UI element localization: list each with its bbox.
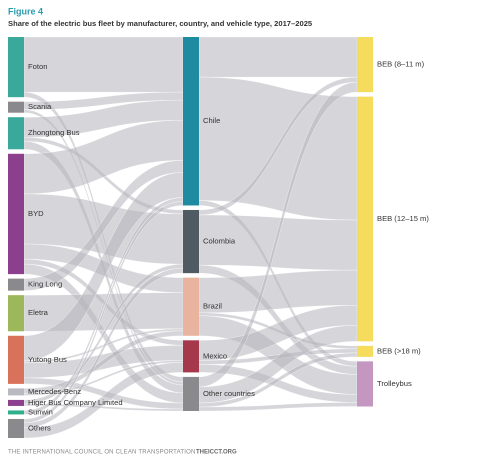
node-label: Colombia bbox=[203, 237, 236, 246]
links bbox=[23, 36, 358, 439]
node bbox=[8, 101, 24, 113]
node-label: Other countries bbox=[203, 389, 255, 398]
node bbox=[357, 96, 373, 342]
flow bbox=[198, 36, 358, 78]
chart-title: Figure 4 bbox=[8, 6, 43, 16]
node bbox=[357, 37, 373, 93]
node bbox=[8, 117, 24, 150]
node-label: BYD bbox=[28, 209, 44, 218]
flow bbox=[23, 267, 184, 429]
node-label: Trolleybus bbox=[377, 379, 412, 388]
chart-subtitle: Share of the electric bus fleet by manuf… bbox=[8, 19, 313, 28]
node-label: Brazil bbox=[203, 302, 222, 311]
node bbox=[8, 278, 24, 291]
node-label: Higer Bus Company Limited bbox=[28, 398, 123, 407]
node bbox=[8, 399, 24, 406]
node-label: King Long bbox=[28, 280, 62, 289]
node bbox=[8, 410, 24, 415]
node-label: Chile bbox=[203, 116, 220, 125]
node-label: Yutong Bus bbox=[28, 355, 67, 364]
node-label: Others bbox=[28, 423, 51, 432]
node-label: Scania bbox=[28, 102, 52, 111]
node bbox=[183, 376, 199, 411]
node-label: Foton bbox=[28, 62, 47, 71]
node bbox=[183, 340, 199, 373]
node bbox=[8, 37, 24, 98]
node bbox=[183, 209, 199, 274]
node bbox=[183, 37, 199, 206]
nodes: Foton Scania Zhongtong Bus BYD King Long Elet… bbox=[8, 37, 429, 438]
node-label: BEB (8–11 m) bbox=[377, 60, 425, 69]
node bbox=[8, 295, 24, 332]
node bbox=[8, 335, 24, 384]
node-label: Mexico bbox=[203, 351, 227, 360]
node-label: Sunwin bbox=[28, 407, 53, 416]
node-label: Eletra bbox=[28, 308, 49, 317]
flow bbox=[23, 36, 184, 93]
node-label: Mercedes-Benz bbox=[28, 387, 81, 396]
node bbox=[8, 418, 24, 438]
node-label: Zhongtong Bus bbox=[28, 128, 80, 137]
node bbox=[357, 345, 373, 357]
source: THE INTERNATIONAL COUNCIL ON CLEAN TRANS… bbox=[8, 450, 196, 456]
node-label: BEB (>18 m) bbox=[377, 346, 421, 355]
node bbox=[8, 153, 24, 275]
node-label: BEB (12–15 m) bbox=[377, 214, 429, 223]
source-url: THEICCT.ORG bbox=[196, 450, 237, 456]
node bbox=[183, 277, 199, 336]
node bbox=[357, 361, 373, 407]
node bbox=[8, 388, 24, 396]
